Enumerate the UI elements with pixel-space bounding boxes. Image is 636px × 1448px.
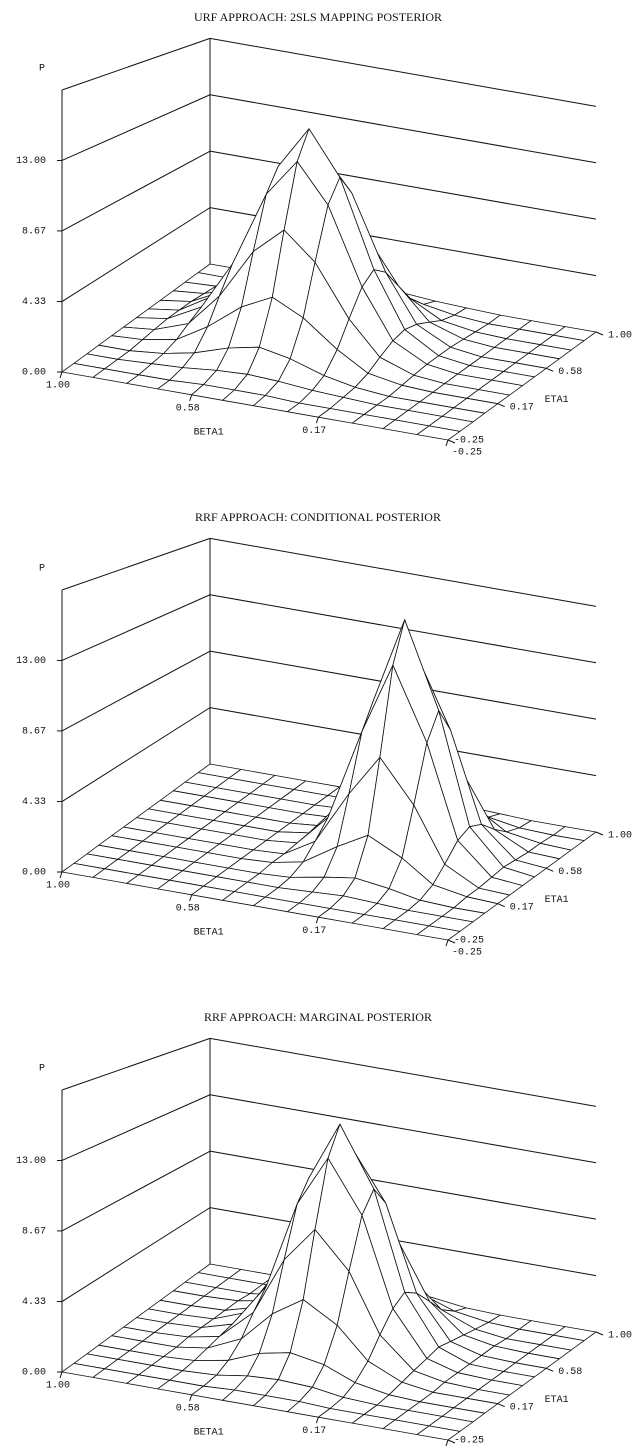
y-tick — [546, 1367, 554, 1372]
y-tick — [447, 1439, 456, 1444]
x-tick — [315, 1416, 319, 1424]
x-tick-label: 0.17 — [302, 1426, 326, 1437]
x-tick-label: 0.17 — [302, 426, 326, 437]
y-tick-label: 1.00 — [608, 1331, 632, 1342]
wall-grid-line — [209, 1094, 597, 1164]
y-tick-label: 0.17 — [510, 1402, 534, 1413]
y-tick-label: -0.25 — [454, 936, 484, 947]
z-axis-label: P — [39, 1064, 45, 1075]
y-tick — [595, 1331, 604, 1336]
x-tick — [189, 394, 193, 402]
z-tick-label: 13.00 — [16, 1156, 46, 1167]
surface-cell — [416, 425, 461, 441]
y-tick-label: -0.25 — [454, 436, 484, 447]
wall-top — [209, 37, 597, 107]
y-tick-label: 0.58 — [558, 1367, 582, 1378]
x-axis-label: BETA1 — [194, 927, 224, 938]
y-tick-label: -0.25 — [454, 1436, 484, 1447]
y-tick — [497, 403, 505, 408]
wall-top — [209, 537, 597, 607]
z-tick-label: 4.33 — [22, 1297, 46, 1308]
y-axis-label: ETA1 — [545, 395, 569, 406]
x-tick — [59, 1371, 63, 1379]
y-tick — [595, 331, 604, 336]
x-tick — [59, 371, 63, 379]
x-tick-label: 1.00 — [46, 881, 70, 892]
z-tick-label: 13.00 — [16, 656, 46, 667]
x-tick-label: 0.17 — [302, 926, 326, 937]
x-tick — [315, 416, 319, 424]
wall-grid-line — [61, 150, 211, 232]
y-tick-label: 0.58 — [558, 867, 582, 878]
x-tick-label: 0.58 — [176, 1403, 200, 1414]
wall-grid-line — [61, 1150, 211, 1232]
surface-cell — [416, 1425, 461, 1441]
chart-title: URF APPROACH: 2SLS MAPPING POSTERIOR — [194, 10, 442, 24]
z-tick-label: 0.00 — [22, 368, 46, 379]
y-tick — [447, 439, 456, 444]
wall-grid-line — [209, 94, 597, 164]
wall-grid-line — [209, 1150, 597, 1220]
z-tick-label: 4.33 — [22, 797, 46, 808]
z-axis-label: P — [39, 564, 45, 575]
z-tick-label: 8.67 — [22, 1227, 46, 1238]
y-tick — [447, 939, 456, 944]
x-tick — [445, 1439, 449, 1447]
wall-top — [61, 1037, 211, 1091]
x-tick-label: -0.25 — [452, 948, 482, 959]
x-tick — [315, 916, 319, 924]
z-tick-label: 13.00 — [16, 156, 46, 167]
y-tick-label: 0.17 — [510, 902, 534, 913]
x-axis-label: BETA1 — [194, 427, 224, 438]
wall-grid-line — [61, 207, 211, 302]
wall-grid-line — [61, 94, 211, 161]
y-tick — [497, 903, 505, 908]
chart-title: RRF APPROACH: CONDITIONAL POSTERIOR — [195, 510, 441, 524]
x-tick-label: -0.25 — [452, 448, 482, 459]
x-axis-label: BETA1 — [194, 1427, 224, 1438]
z-tick-label: 0.00 — [22, 1368, 46, 1379]
z-tick-label: 0.00 — [22, 868, 46, 879]
z-tick-label: 8.67 — [22, 227, 46, 238]
z-tick-label: 8.67 — [22, 727, 46, 738]
x-tick-label: 0.58 — [176, 903, 200, 914]
surface-cell — [416, 925, 461, 941]
wall-grid-line — [209, 150, 597, 220]
wall-grid-line — [209, 1207, 597, 1277]
x-tick — [445, 439, 449, 447]
y-axis-label: ETA1 — [545, 895, 569, 906]
y-tick — [497, 1403, 505, 1408]
x-tick — [59, 871, 63, 879]
wall-top — [209, 1037, 597, 1107]
chart-title: RRF APPROACH: MARGINAL POSTERIOR — [204, 1010, 432, 1024]
y-axis-label: ETA1 — [545, 1395, 569, 1406]
z-tick-label: 4.33 — [22, 297, 46, 308]
wall-top — [61, 37, 211, 91]
z-axis-label: P — [39, 64, 45, 75]
y-tick-label: 0.58 — [558, 367, 582, 378]
y-tick — [546, 367, 554, 372]
x-tick-label: 0.58 — [176, 403, 200, 414]
x-tick — [189, 894, 193, 902]
wall-top — [61, 537, 211, 591]
y-tick-label: 0.17 — [510, 402, 534, 413]
wall-grid-line — [61, 1094, 211, 1161]
x-tick — [445, 939, 449, 947]
x-tick-label: 1.00 — [46, 381, 70, 392]
wall-grid-line — [61, 650, 211, 732]
wall-grid-line — [61, 707, 211, 802]
x-tick-label: 1.00 — [46, 1381, 70, 1392]
y-tick-label: 1.00 — [608, 831, 632, 842]
y-tick — [546, 867, 554, 872]
y-tick-label: 1.00 — [608, 331, 632, 342]
wall-grid-line — [61, 594, 211, 661]
x-tick — [189, 1394, 193, 1402]
wall-grid-line — [61, 1207, 211, 1302]
y-tick — [595, 831, 604, 836]
